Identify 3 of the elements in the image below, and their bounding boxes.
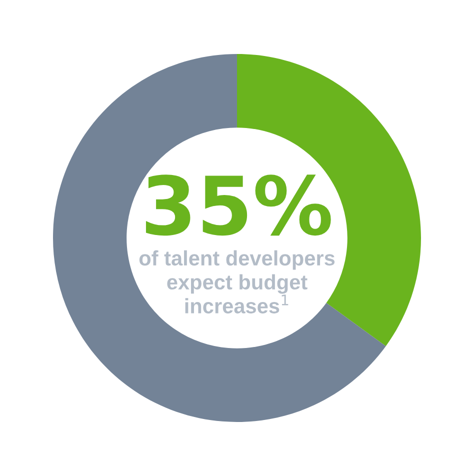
donut-slice [53, 54, 386, 422]
text: of talent developers expect budget increases$^{1}$ [139, 250, 335, 314]
text: 35% [146, 174, 331, 236]
